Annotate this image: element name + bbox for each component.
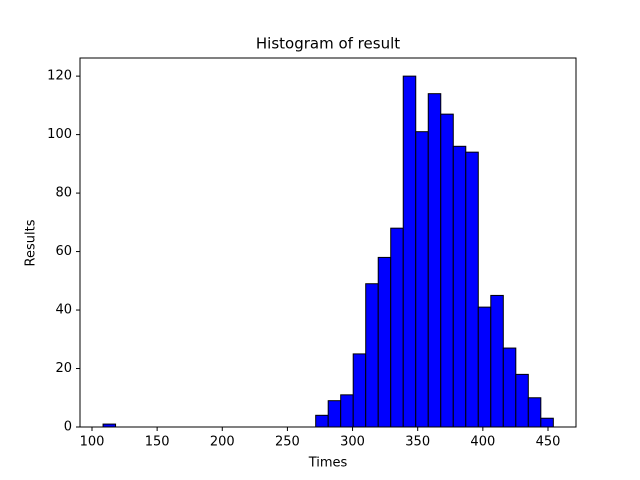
bar [402, 75, 417, 428]
bar [490, 294, 504, 428]
x-tick-label: 350 [405, 435, 430, 450]
bar [377, 256, 392, 428]
y-tick-label: 80 [55, 186, 72, 201]
bar [452, 145, 467, 428]
y-tick-label: 100 [47, 127, 72, 142]
y-tick-label: 120 [47, 69, 72, 84]
y-tick-label: 20 [55, 361, 72, 376]
y-tick-label: 0 [64, 420, 72, 435]
x-tick-label: 450 [536, 435, 561, 450]
bar [340, 394, 354, 428]
bar [502, 347, 517, 428]
bar [515, 373, 529, 428]
x-axis-label: Times [308, 456, 348, 471]
x-tick-label: 150 [145, 435, 170, 450]
x-tick-label: 300 [340, 435, 365, 450]
x-tick-label: 200 [210, 435, 235, 450]
bar [427, 93, 442, 428]
bar [327, 400, 342, 428]
y-tick-label: 40 [55, 303, 72, 318]
bar [440, 113, 454, 428]
x-tick-label: 100 [80, 435, 105, 450]
bar [352, 353, 367, 428]
bar [390, 227, 404, 428]
y-axis-label: Results [24, 219, 39, 266]
x-tick-label: 250 [275, 435, 300, 450]
y-tick-label: 60 [55, 244, 72, 259]
bar [365, 283, 379, 428]
x-tick-label: 400 [470, 435, 495, 450]
bar [527, 397, 542, 428]
bar [540, 417, 554, 428]
bar [477, 306, 492, 428]
chart-title: Histogram of result [256, 35, 400, 53]
plot-frame [79, 57, 577, 428]
bar [315, 414, 329, 428]
bar [415, 131, 429, 428]
bar [465, 151, 479, 428]
